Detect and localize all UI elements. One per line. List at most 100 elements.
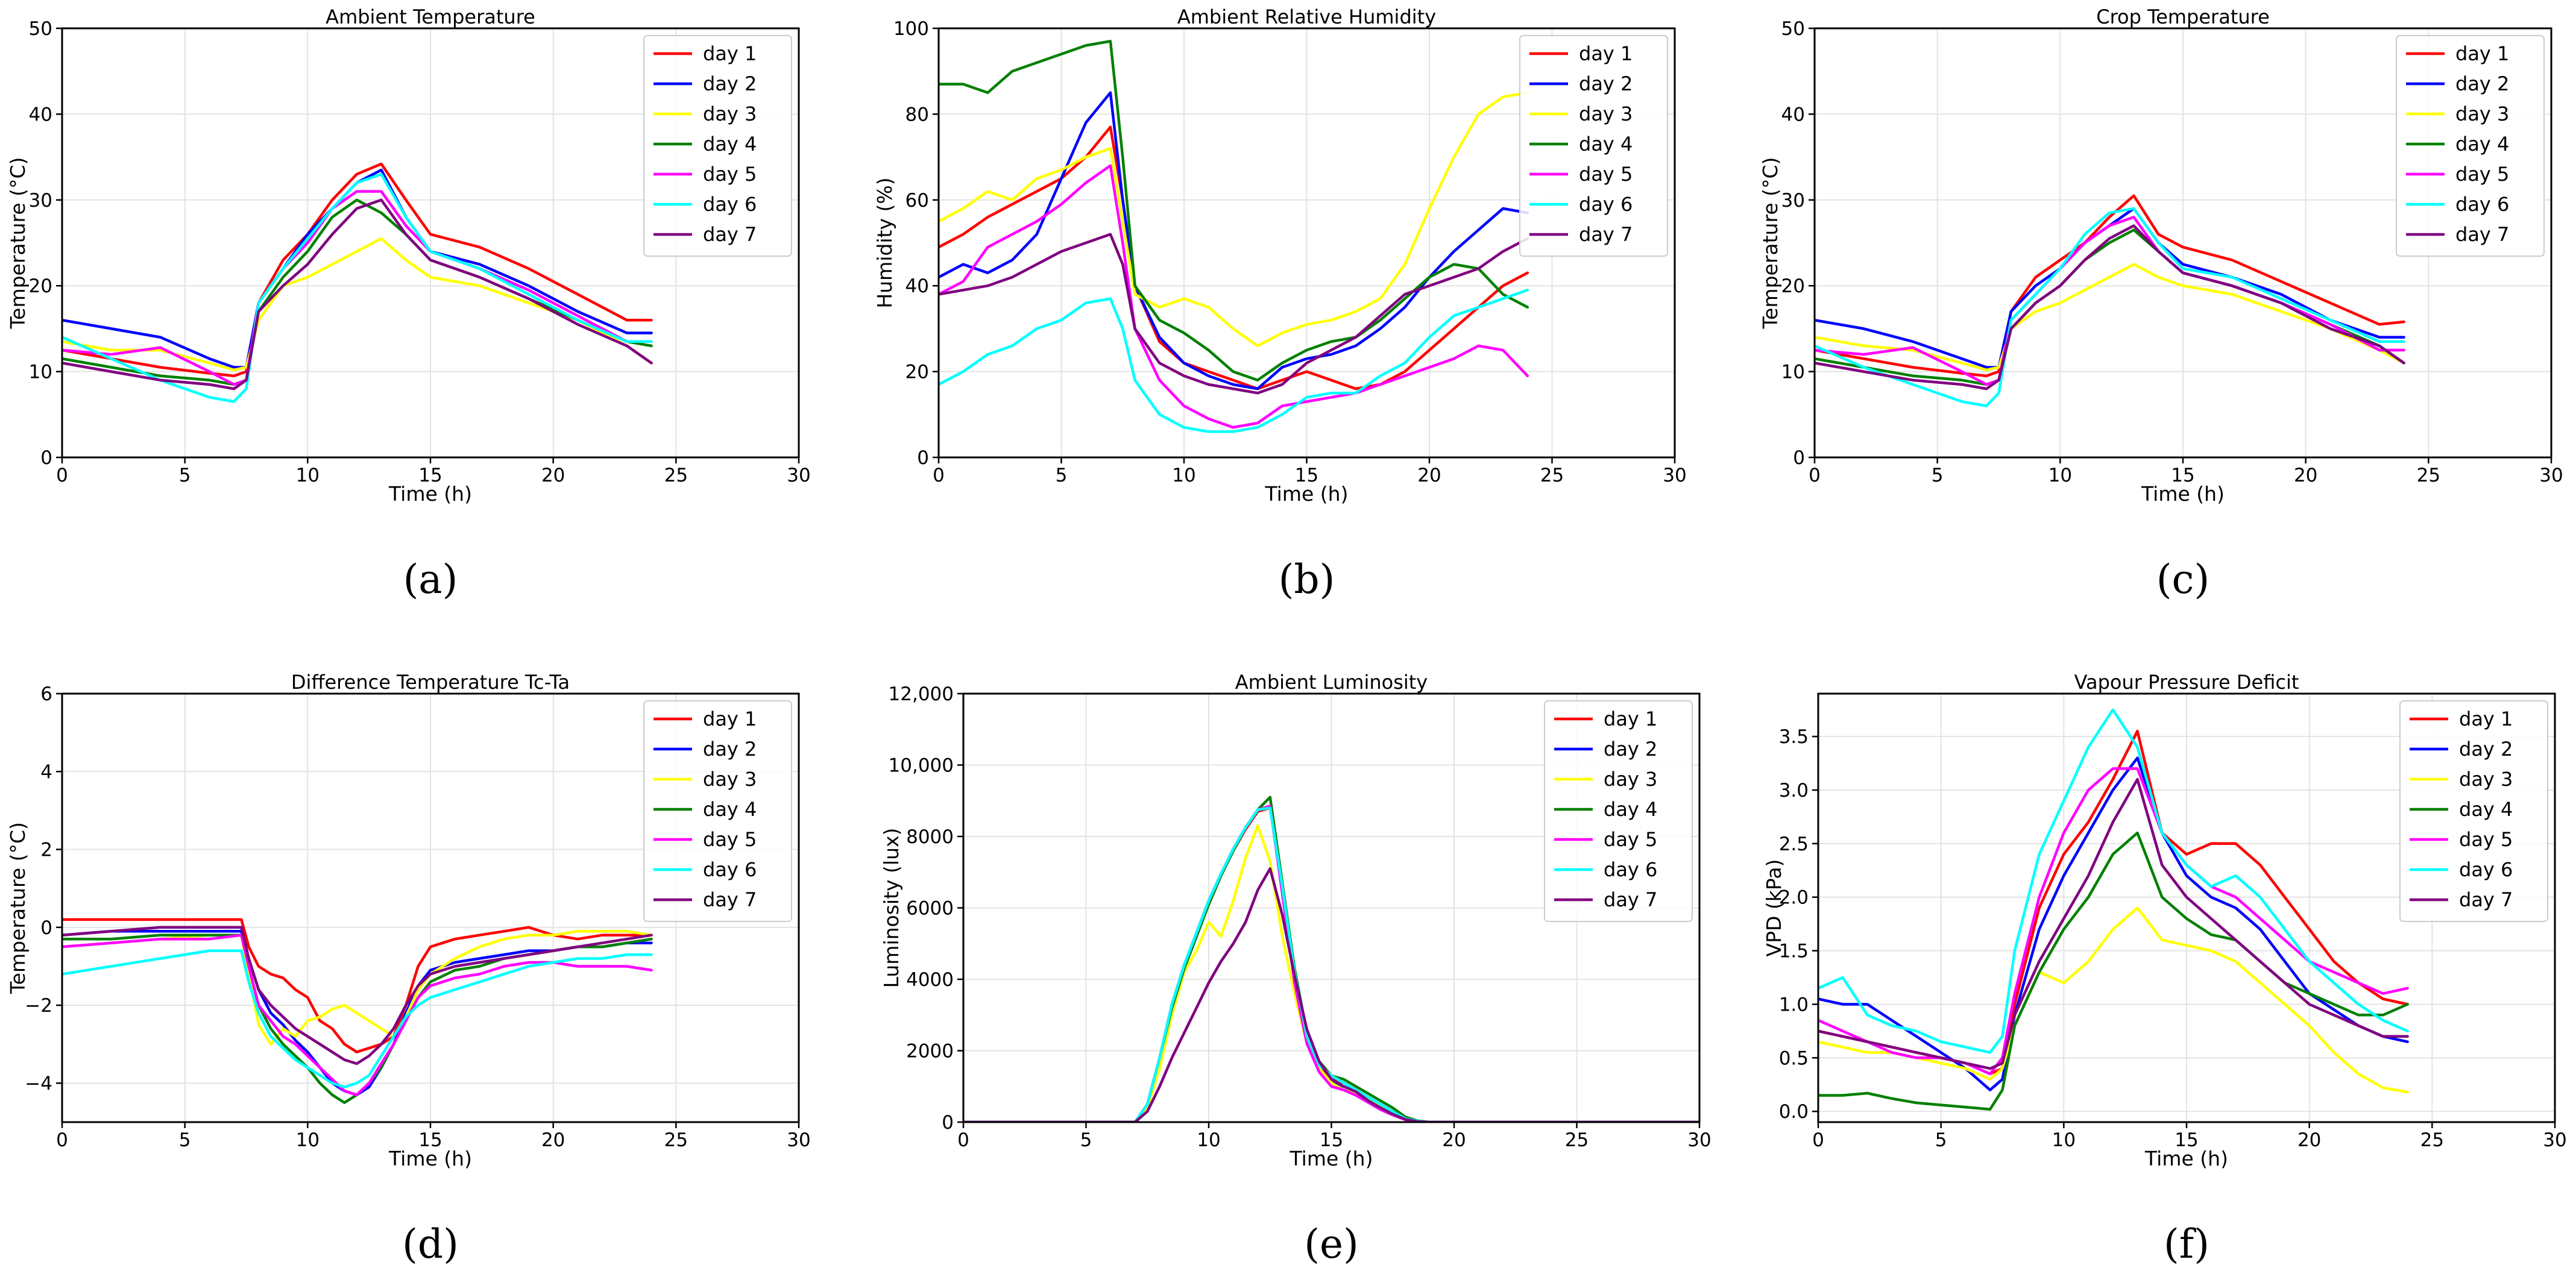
y-tick-label: 3.5 [1779,726,1809,748]
chart-title: Ambient Luminosity [1235,671,1428,694]
legend-box [643,700,792,922]
x-axis-label: Time (h) [2144,1147,2228,1170]
y-axis-label: Luminosity (lux) [880,828,903,988]
y-tick-label: 3.0 [1779,780,1809,802]
x-tick-label: 10 [1172,465,1195,486]
y-tick-label: 6000 [906,898,954,920]
x-tick-label: 0 [56,1129,68,1151]
x-tick-label: 10 [1197,1129,1220,1151]
legend-label: day 3 [2455,102,2509,125]
legend-box [1544,700,1693,922]
chart-panel-e: 0 5 10 15 20 25 30 0 2000 4000 6000 8000 10,000 12,00… [880,671,1712,1267]
chart-title: Vapour Pressure Deficit [2074,671,2299,694]
legend-label: day 2 [1604,738,1657,761]
chart-title: Ambient Temperature [326,5,535,28]
legend-label: day 7 [2455,223,2509,246]
legend: day 1 day 2 day 3 day 4 day 5 day 6 day 7 [2399,700,2548,922]
legend-label: day 1 [703,42,757,65]
x-tick-label: 5 [1932,465,1944,486]
y-tick-label: 0 [40,917,52,939]
y-tick-label: 2000 [906,1041,954,1062]
legend-label: day 6 [703,193,757,216]
y-tick-label: 0 [942,1112,954,1134]
y-tick-label: 4 [40,761,52,783]
series-line-day-6 [62,172,653,403]
series-line-day-2 [1818,756,2409,1091]
series-line-day-5 [939,164,1529,429]
legend: day 1 day 2 day 3 day 4 day 5 day 6 day 7 [2396,35,2545,257]
series-line-day-7 [62,926,653,1065]
legend-label: day 2 [1579,72,1633,95]
y-tick-label: 0.0 [1779,1101,1809,1123]
y-axis-label: Humidity (%) [873,177,896,308]
x-tick-label: 20 [541,1129,565,1151]
x-axis-label: Time (h) [388,482,472,506]
legend-label: day 6 [1604,858,1657,881]
panel-label: (f) [2164,1221,2209,1267]
legend-label: day 2 [703,72,757,95]
series-group [1815,194,2405,407]
x-tick-label: 20 [1442,1129,1466,1151]
x-tick-label: 5 [179,465,191,486]
x-tick-label: 5 [1935,1129,1947,1151]
y-tick-label: −4 [25,1073,52,1094]
legend-label: day 1 [1579,42,1633,65]
panel-label: (e) [1304,1221,1359,1267]
x-tick-label: 25 [1540,465,1564,486]
chart-panel-f: 0 5 10 15 20 25 30 0.0 0.5 1.0 1.5 2.0 2.5 3.0 3.5 Vapo… [1762,671,2567,1267]
chart-title: Crop Temperature [2096,5,2270,28]
series-line-day-6 [1818,708,2409,1054]
x-tick-label: 15 [1320,1129,1343,1151]
y-tick-label: 0 [40,447,52,469]
x-tick-label: 25 [2417,465,2440,486]
series-group [62,162,653,403]
series-line-day-3 [1815,263,2405,372]
panel-label: (a) [403,556,458,603]
legend-label: day 1 [2455,42,2509,65]
panel-label: (b) [1279,556,1335,603]
series-line-day-7 [1815,224,2405,391]
legend-label: day 4 [703,133,757,155]
legend: day 1 day 2 day 3 day 4 day 5 day 6 day 7 [1544,700,1693,922]
legend-label: day 7 [1604,888,1657,911]
series-line-day-4 [939,40,1529,382]
y-tick-label: 20 [1781,275,1805,297]
x-tick-label: 5 [1080,1129,1092,1151]
x-tick-label: 0 [933,465,945,486]
x-tick-label: 15 [2174,1129,2198,1151]
legend-label: day 6 [2459,858,2513,881]
y-tick-label: 8000 [906,826,954,848]
series-group [963,795,1699,1122]
y-tick-label: 50 [1781,18,1805,40]
y-tick-label: 12,000 [889,683,954,705]
legend-label: day 3 [1604,768,1657,791]
x-tick-label: 20 [541,465,565,486]
legend-box [2396,35,2545,257]
x-tick-label: 0 [56,465,68,486]
chart-panel-c: 0 5 10 15 20 25 30 0 10 20 30 40 50 Crop Temperature T… [1759,5,2563,603]
legend-label: day 2 [2459,738,2513,761]
panel-label: (d) [402,1221,459,1267]
legend-label: day 6 [1579,193,1633,216]
y-tick-label: 2.0 [1779,887,1809,909]
x-tick-label: 15 [2171,465,2194,486]
legend-label: day 6 [703,858,757,881]
y-tick-label: 2 [40,839,52,861]
y-tick-label: 1.5 [1779,941,1809,962]
series-line-day-7 [62,198,653,391]
x-tick-label: 15 [418,1129,442,1151]
legend-label: day 7 [703,223,757,246]
legend-box [1519,35,1668,257]
x-tick-label: 25 [664,1129,688,1151]
series-line-day-1 [62,162,653,377]
x-tick-label: 30 [2539,465,2563,486]
y-tick-label: 2.5 [1779,833,1809,855]
series-line-day-6 [939,289,1529,433]
y-axis-label: Temperature (°C) [1759,157,1782,330]
legend-label: day 1 [1604,707,1657,730]
legend-label: day 2 [703,738,757,761]
x-tick-label: 30 [787,465,810,486]
legend-label: day 4 [1604,798,1657,821]
x-axis-label: Time (h) [1265,482,1349,506]
